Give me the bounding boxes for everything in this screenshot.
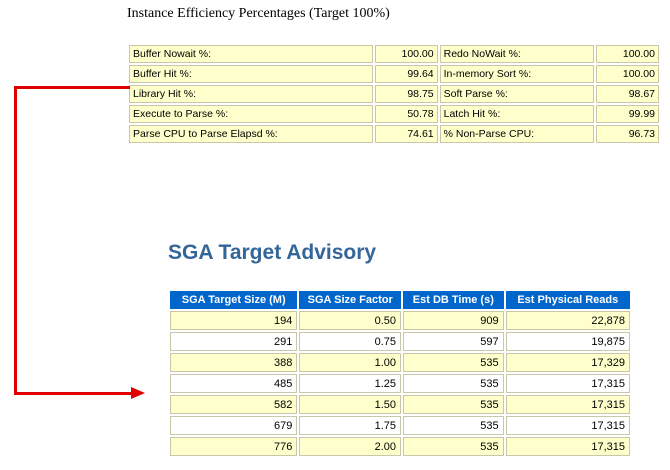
table-cell: 909 (403, 311, 504, 330)
metric-value: 99.64 (375, 65, 438, 83)
table-cell: 535 (403, 395, 504, 414)
metric-label: Parse CPU to Parse Elapsd %: (129, 125, 374, 143)
metric-label: Execute to Parse %: (129, 105, 374, 123)
column-header: Est DB Time (s) (403, 291, 504, 309)
metric-label: Soft Parse %: (439, 85, 595, 103)
efficiency-row: Buffer Nowait %: 100.00 Redo NoWait %: 100.… (129, 45, 659, 63)
metric-label: % Non-Parse CPU: (439, 125, 595, 143)
table-row: 291 0.75 597 19,875 (170, 332, 630, 351)
metric-value: 98.67 (596, 85, 659, 103)
metric-value: 98.75 (375, 85, 438, 103)
efficiency-row: Buffer Hit %: 99.64 In-memory Sort %: 100.0… (129, 65, 659, 83)
metric-value: 100.00 (596, 65, 659, 83)
column-header: Est Physical Reads (505, 291, 630, 309)
arrow-head-icon (131, 387, 145, 399)
sga-header-row: SGA Target Size (M) SGA Size Factor Est DB… (170, 291, 630, 309)
table-row: 776 2.00 535 17,315 (170, 437, 630, 456)
table-row: 485 1.25 535 17,315 (170, 374, 630, 393)
metric-value: 74.61 (375, 125, 438, 143)
table-cell: 17,315 (505, 374, 630, 393)
arrow-vertical-segment (14, 86, 17, 395)
table-cell: 194 (170, 311, 298, 330)
table-cell: 0.50 (299, 311, 402, 330)
metric-label: In-memory Sort %: (439, 65, 595, 83)
metric-value: 100.00 (375, 45, 438, 63)
table-cell: 597 (403, 332, 504, 351)
table-cell: 291 (170, 332, 298, 351)
table-cell: 535 (403, 374, 504, 393)
efficiency-table: Buffer Nowait %: 100.00 Redo NoWait %: 100.… (127, 43, 661, 145)
table-cell: 1.75 (299, 416, 402, 435)
table-cell: 1.00 (299, 353, 402, 372)
metric-label: Buffer Nowait %: (129, 45, 374, 63)
table-row: 388 1.00 535 17,329 (170, 353, 630, 372)
table-cell: 17,329 (505, 353, 630, 372)
table-row: 582 1.50 535 17,315 (170, 395, 630, 414)
metric-label: Latch Hit %: (439, 105, 595, 123)
sga-advisory-title: SGA Target Advisory (168, 241, 377, 264)
table-cell: 388 (170, 353, 298, 372)
table-row: 194 0.50 909 22,878 (170, 311, 630, 330)
column-header: SGA Target Size (M) (170, 291, 298, 309)
table-cell: 0.75 (299, 332, 402, 351)
table-cell: 535 (403, 353, 504, 372)
metric-label: Library Hit %: (129, 85, 374, 103)
table-cell: 17,315 (505, 416, 630, 435)
metric-value: 96.73 (596, 125, 659, 143)
metric-value: 50.78 (375, 105, 438, 123)
table-cell: 19,875 (505, 332, 630, 351)
metric-label: Buffer Hit %: (129, 65, 374, 83)
column-header: SGA Size Factor (299, 291, 402, 309)
table-cell: 679 (170, 416, 298, 435)
table-cell: 17,315 (505, 395, 630, 414)
table-cell: 1.50 (299, 395, 402, 414)
table-cell: 1.25 (299, 374, 402, 393)
table-cell: 582 (170, 395, 298, 414)
efficiency-title: Instance Efficiency Percentages (Target … (127, 6, 390, 21)
table-cell: 485 (170, 374, 298, 393)
efficiency-row: Library Hit %: 98.75 Soft Parse %: 98.67 (129, 85, 659, 103)
table-cell: 22,878 (505, 311, 630, 330)
efficiency-row: Execute to Parse %: 50.78 Latch Hit %: 99.9… (129, 105, 659, 123)
table-cell: 535 (403, 416, 504, 435)
sga-advisory-table: SGA Target Size (M) SGA Size Factor Est DB… (168, 289, 632, 458)
table-cell: 2.00 (299, 437, 402, 456)
table-cell: 17,315 (505, 437, 630, 456)
arrow-top-segment (14, 86, 130, 89)
arrow-bottom-segment (14, 392, 134, 395)
table-row: 679 1.75 535 17,315 (170, 416, 630, 435)
metric-value: 99.99 (596, 105, 659, 123)
metric-label: Redo NoWait %: (439, 45, 595, 63)
metric-value: 100.00 (596, 45, 659, 63)
table-cell: 776 (170, 437, 298, 456)
table-cell: 535 (403, 437, 504, 456)
efficiency-row: Parse CPU to Parse Elapsd %: 74.61% Non-P… (129, 125, 659, 143)
